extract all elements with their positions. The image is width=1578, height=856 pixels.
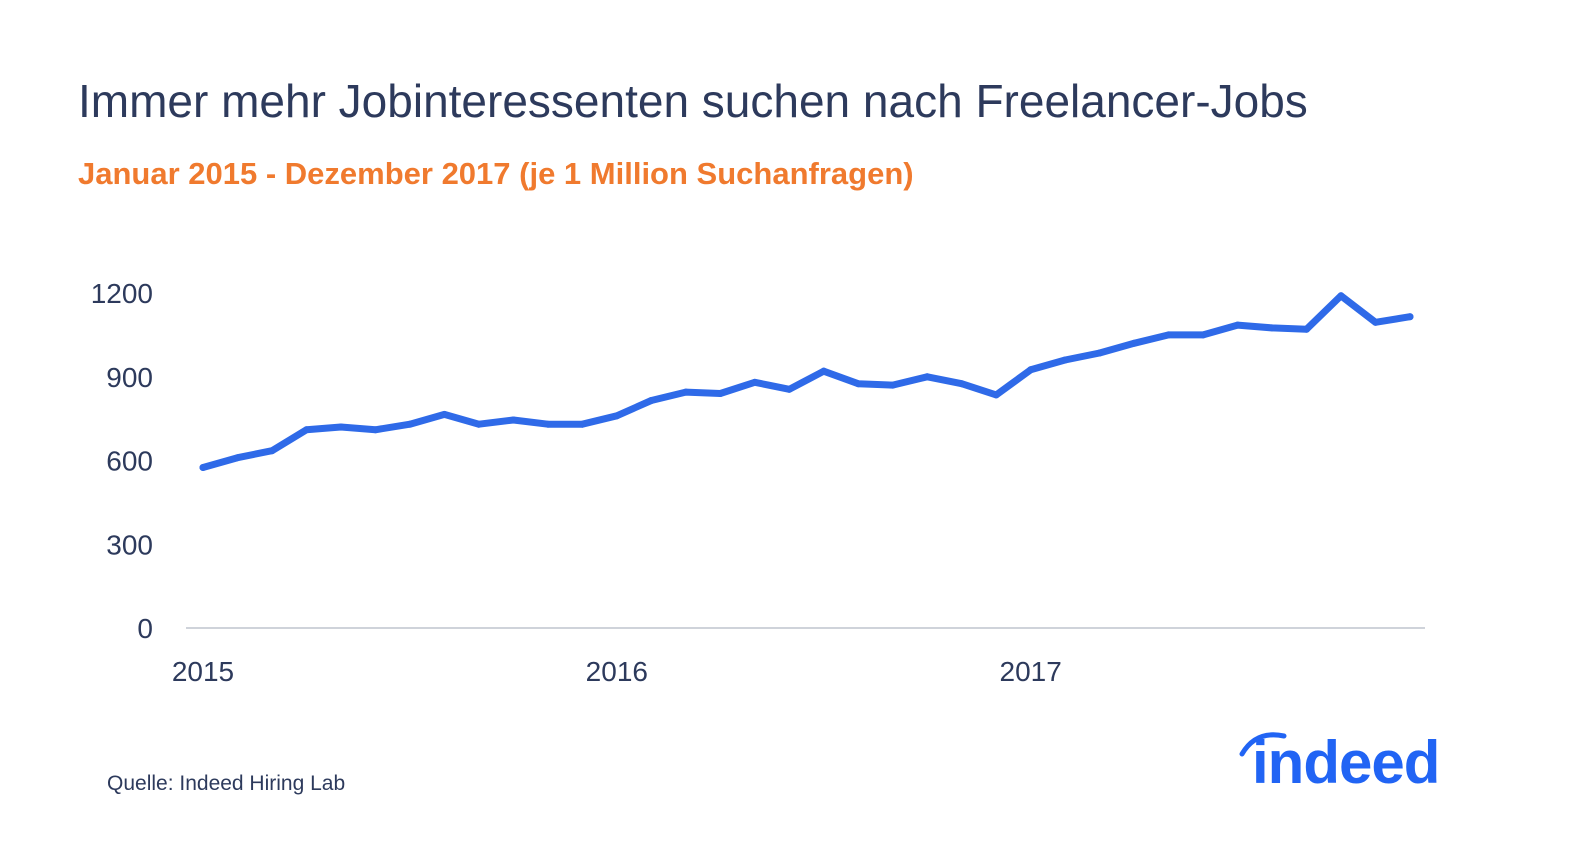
- data-point: [1337, 292, 1345, 300]
- data-point: [889, 381, 897, 389]
- y-tick-label: 300: [106, 529, 153, 560]
- source-note: Quelle: Indeed Hiring Lab: [107, 772, 346, 795]
- data-point: [785, 385, 793, 393]
- data-point: [509, 416, 517, 424]
- y-tick-label: 600: [106, 446, 153, 477]
- data-point: [1372, 318, 1380, 326]
- data-point: [544, 420, 552, 428]
- data-point: [302, 426, 310, 434]
- data-point: [1096, 349, 1104, 357]
- x-tick-label: 2015: [172, 656, 234, 687]
- data-point: [1234, 321, 1242, 329]
- data-point: [613, 412, 621, 420]
- data-point: [406, 420, 414, 428]
- x-tick-label: 2016: [586, 656, 648, 687]
- data-point: [440, 410, 448, 418]
- data-point: [716, 390, 724, 397]
- data-point: [1406, 313, 1414, 321]
- data-point: [1130, 339, 1138, 347]
- data-point: [1199, 331, 1207, 339]
- data-point: [1303, 325, 1311, 333]
- y-tick-label: 0: [137, 613, 153, 644]
- data-point: [1061, 356, 1069, 364]
- data-point: [923, 373, 931, 381]
- data-point: [854, 380, 862, 388]
- x-axis: 2015 2016 2017: [172, 656, 1062, 687]
- data-point: [1165, 331, 1173, 339]
- indeed-arc-icon: [1239, 732, 1287, 757]
- series-line: [199, 292, 1414, 471]
- chart-title: Immer mehr Jobinteressenten suchen nach …: [78, 75, 1308, 127]
- data-point: [475, 420, 483, 428]
- data-point: [199, 463, 207, 471]
- data-point: [371, 426, 379, 434]
- data-point: [268, 447, 276, 455]
- data-point: [1268, 324, 1276, 332]
- data-point: [647, 396, 655, 404]
- y-tick-label: 1200: [91, 278, 153, 309]
- data-point: [1027, 366, 1035, 374]
- y-axis: 0 300 600 900 1200: [91, 278, 153, 644]
- data-point: [992, 391, 1000, 399]
- data-point: [233, 454, 241, 462]
- logo-text: indeed: [1252, 729, 1440, 796]
- data-point: [820, 367, 828, 375]
- data-point: [682, 388, 690, 396]
- data-point: [958, 380, 966, 388]
- data-point: [751, 378, 759, 386]
- chart-subtitle: Januar 2015 - Dezember 2017 (je 1 Millio…: [78, 156, 914, 191]
- y-tick-label: 900: [106, 362, 153, 393]
- data-point: [578, 420, 586, 428]
- x-tick-label: 2017: [1000, 656, 1062, 687]
- data-points: [199, 292, 1414, 471]
- indeed-logo: indeed: [1238, 728, 1468, 800]
- data-point: [337, 423, 345, 431]
